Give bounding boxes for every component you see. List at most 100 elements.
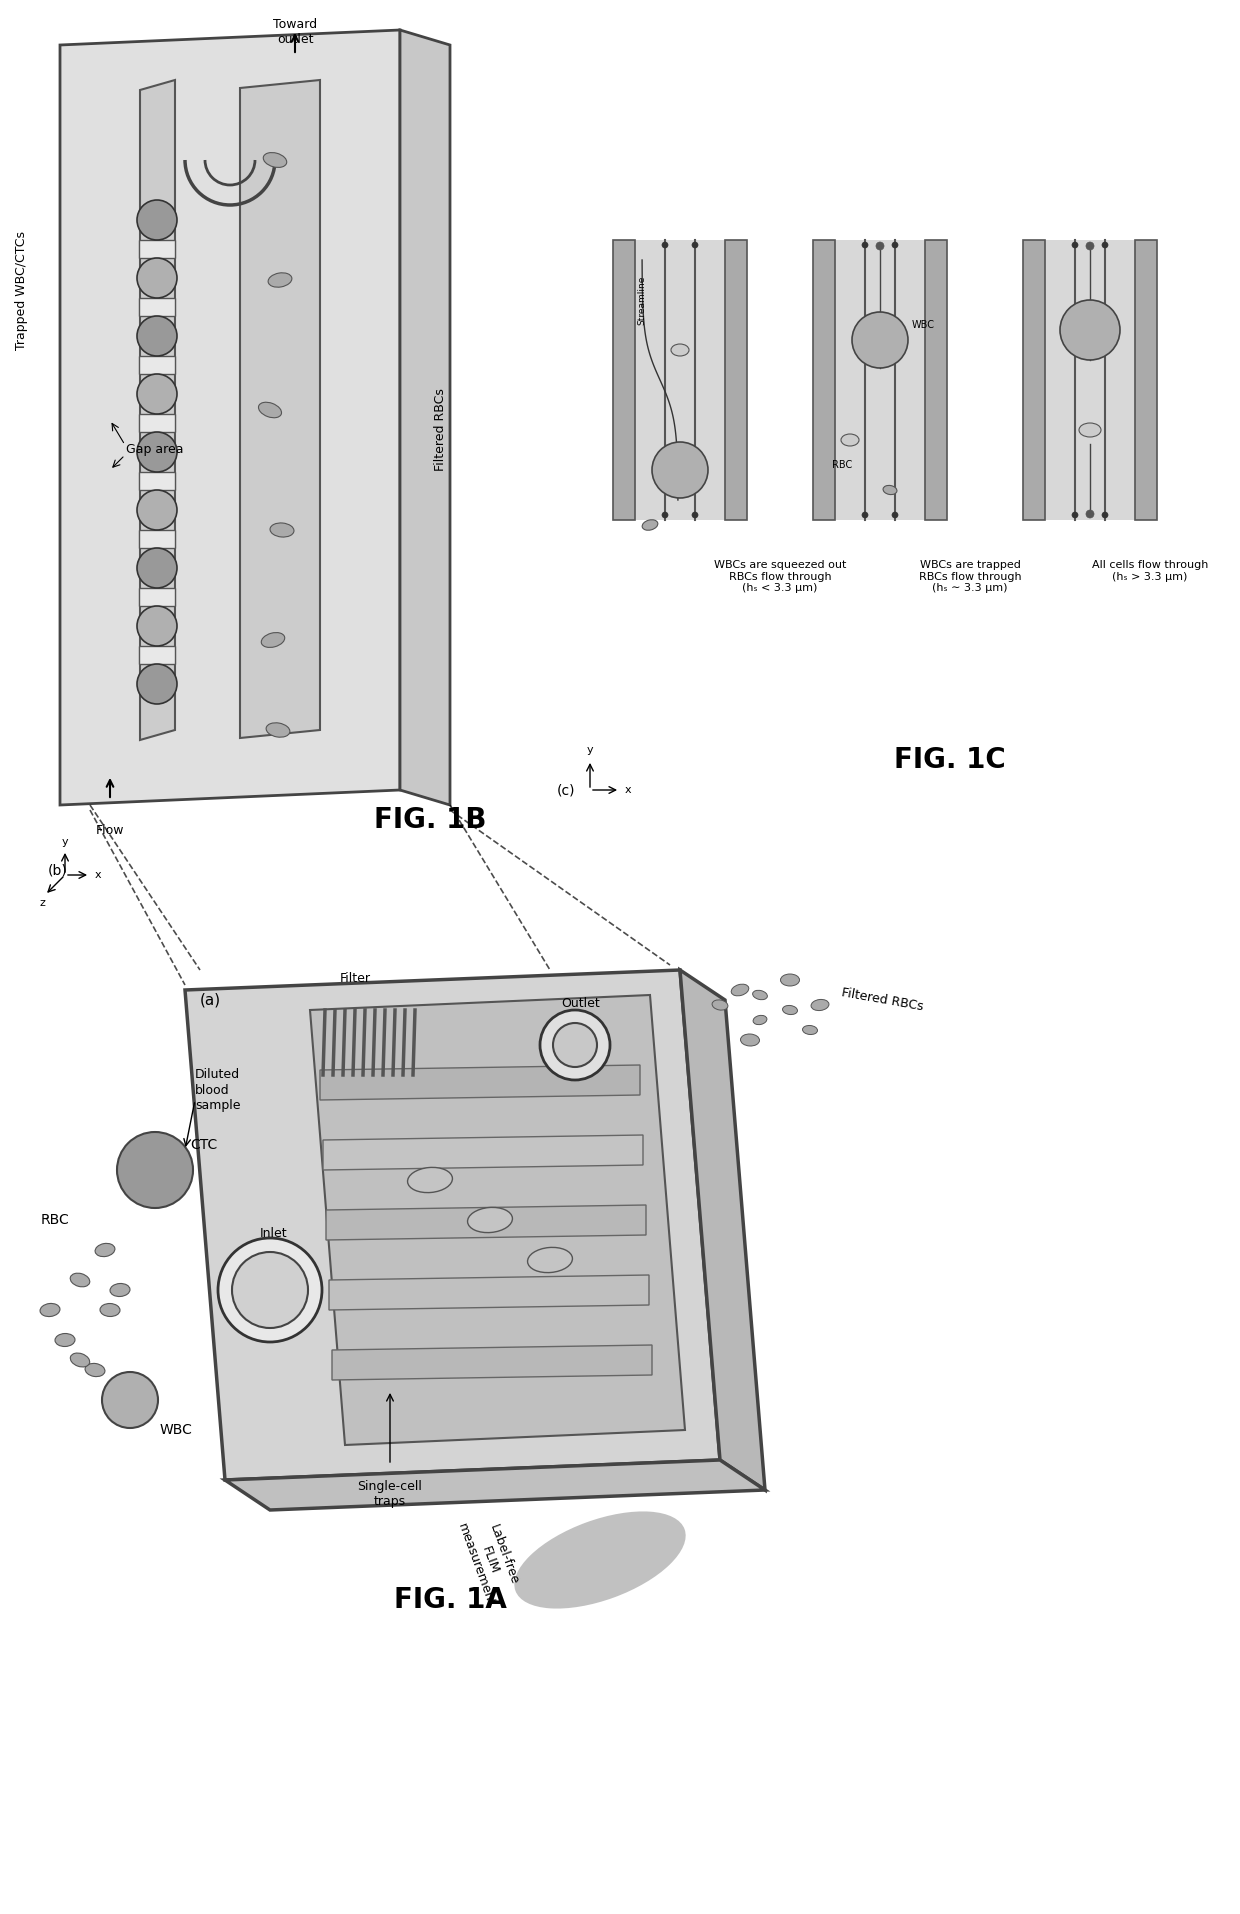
Circle shape: [852, 312, 908, 367]
Ellipse shape: [40, 1303, 60, 1317]
Circle shape: [102, 1372, 157, 1428]
Ellipse shape: [71, 1273, 89, 1286]
Ellipse shape: [742, 1034, 759, 1047]
Bar: [925, 239, 947, 521]
Ellipse shape: [802, 1026, 817, 1035]
Circle shape: [136, 607, 177, 647]
Circle shape: [692, 241, 698, 249]
Text: Toward
outlet: Toward outlet: [273, 17, 317, 46]
Ellipse shape: [86, 1363, 104, 1376]
Text: Trapped WBC/CTCs: Trapped WBC/CTCs: [15, 230, 29, 350]
Circle shape: [892, 513, 898, 519]
Polygon shape: [140, 80, 175, 741]
Circle shape: [892, 241, 898, 249]
Ellipse shape: [95, 1244, 115, 1257]
Ellipse shape: [258, 402, 281, 417]
Bar: [139, 356, 175, 373]
Text: y: y: [587, 745, 593, 754]
Text: WBCs are trapped
RBCs flow through
(hₛ ∼ 3.3 μm): WBCs are trapped RBCs flow through (hₛ ∼…: [919, 561, 1022, 593]
Circle shape: [662, 241, 668, 249]
Bar: [139, 299, 175, 316]
Circle shape: [136, 433, 177, 473]
Ellipse shape: [671, 345, 689, 356]
Ellipse shape: [750, 1014, 769, 1026]
Text: All cells flow through
(hₛ > 3.3 μm): All cells flow through (hₛ > 3.3 μm): [1091, 561, 1208, 582]
Bar: [139, 588, 175, 607]
Text: Diluted
blood
sample: Diluted blood sample: [195, 1068, 241, 1112]
Ellipse shape: [100, 1303, 120, 1317]
Polygon shape: [241, 80, 320, 739]
Polygon shape: [185, 970, 720, 1480]
Text: WBC: WBC: [160, 1422, 193, 1437]
Text: Outlet: Outlet: [562, 997, 600, 1011]
Text: Filtered RBCs: Filtered RBCs: [839, 986, 924, 1014]
Ellipse shape: [781, 974, 799, 986]
Polygon shape: [401, 31, 450, 806]
Text: z: z: [40, 898, 45, 907]
Ellipse shape: [841, 434, 859, 446]
Text: RBC: RBC: [41, 1213, 69, 1227]
Circle shape: [136, 547, 177, 588]
Circle shape: [1102, 513, 1109, 519]
Text: Inlet: Inlet: [260, 1227, 288, 1240]
Bar: [139, 239, 175, 258]
Ellipse shape: [408, 1168, 453, 1192]
Circle shape: [1086, 509, 1094, 519]
Text: Gap area: Gap area: [126, 444, 184, 457]
Circle shape: [1086, 241, 1094, 251]
Ellipse shape: [263, 153, 286, 167]
Circle shape: [136, 258, 177, 299]
Circle shape: [539, 1011, 610, 1079]
Ellipse shape: [515, 1512, 686, 1608]
Circle shape: [117, 1131, 193, 1208]
Circle shape: [1102, 241, 1109, 249]
Text: Streamline: Streamline: [637, 276, 646, 325]
Ellipse shape: [527, 1248, 573, 1273]
Bar: [139, 530, 175, 547]
Ellipse shape: [780, 1003, 800, 1016]
Text: FIG. 1C: FIG. 1C: [894, 746, 1006, 773]
Text: FIG. 1B: FIG. 1B: [373, 806, 486, 835]
Ellipse shape: [810, 997, 830, 1013]
Ellipse shape: [71, 1353, 91, 1367]
Circle shape: [136, 373, 177, 413]
Polygon shape: [320, 1064, 640, 1101]
Ellipse shape: [883, 486, 897, 494]
Circle shape: [652, 442, 708, 498]
Text: x: x: [625, 785, 631, 794]
Polygon shape: [310, 995, 684, 1445]
Circle shape: [136, 316, 177, 356]
Text: (b): (b): [48, 863, 68, 877]
Bar: [139, 473, 175, 490]
Text: CTC: CTC: [190, 1139, 217, 1152]
Ellipse shape: [110, 1282, 130, 1298]
Bar: [1135, 239, 1157, 521]
Bar: [139, 647, 175, 664]
Ellipse shape: [56, 1334, 74, 1347]
Bar: [1023, 239, 1045, 521]
Ellipse shape: [751, 990, 769, 1001]
Circle shape: [692, 513, 698, 519]
Text: WBC: WBC: [911, 320, 935, 329]
Ellipse shape: [730, 982, 749, 997]
Text: RBC: RBC: [832, 459, 852, 471]
Polygon shape: [322, 1135, 644, 1169]
Polygon shape: [60, 31, 401, 806]
Ellipse shape: [712, 999, 729, 1011]
Bar: [139, 413, 175, 433]
Circle shape: [875, 241, 884, 251]
Ellipse shape: [1079, 423, 1101, 436]
Polygon shape: [329, 1275, 649, 1309]
Circle shape: [218, 1238, 322, 1342]
Text: x: x: [95, 871, 102, 880]
Circle shape: [136, 490, 177, 530]
Ellipse shape: [262, 632, 285, 647]
Ellipse shape: [267, 723, 290, 737]
Bar: [1045, 239, 1135, 521]
Circle shape: [1073, 241, 1078, 249]
Ellipse shape: [642, 521, 658, 530]
Ellipse shape: [270, 523, 294, 538]
Text: FIG. 1A: FIG. 1A: [393, 1587, 506, 1614]
Bar: [635, 239, 725, 521]
Ellipse shape: [268, 274, 291, 287]
